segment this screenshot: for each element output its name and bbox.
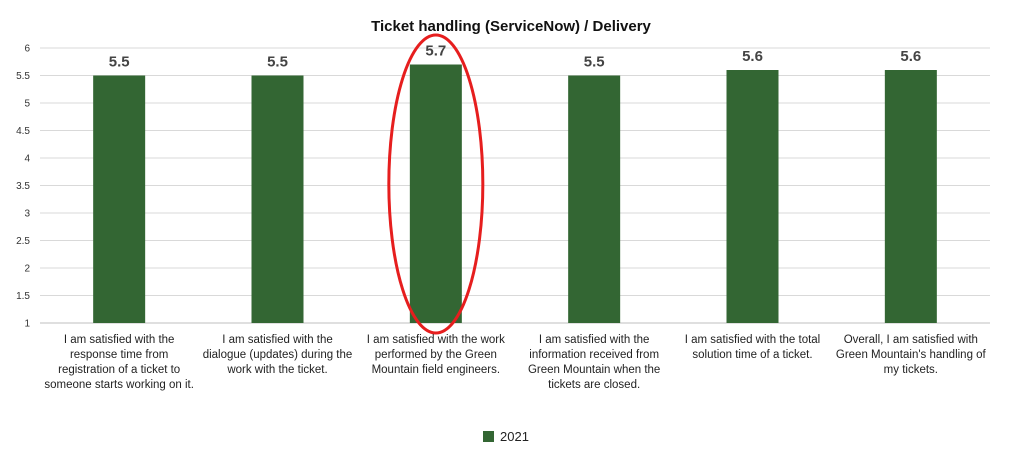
highlight-layer xyxy=(387,33,485,335)
x-category-label: I am satisfied with the dialogue (update… xyxy=(202,334,353,376)
label-layer: 5.5 5.5 5.7 5.5 5.6 5.6 xyxy=(109,43,922,71)
bar xyxy=(409,64,462,323)
bar xyxy=(568,75,621,323)
data-label: 5.6 xyxy=(742,48,763,65)
grid-layer: 1 1.5 2 2.5 3 3.5 4 4.5 5 5.5 6 xyxy=(16,44,990,330)
x-category-label: I am satisfied with the work performed b… xyxy=(366,334,505,376)
y-tick-label: 6 xyxy=(24,44,30,55)
highlight-ellipse xyxy=(387,33,485,335)
y-tick-label: 2.5 xyxy=(16,236,30,247)
y-tick-label: 1.5 xyxy=(16,291,30,302)
legend: 2021 xyxy=(483,427,529,445)
data-label: 5.5 xyxy=(109,54,130,71)
x-category-label: Overall, I am satisfied with Green Mount… xyxy=(835,334,986,376)
bar xyxy=(93,75,146,323)
chart-title: Ticket handling (ServiceNow) / Delivery xyxy=(371,18,651,35)
data-label: 5.6 xyxy=(900,48,921,65)
bar xyxy=(884,70,937,323)
y-tick-label: 5 xyxy=(24,99,30,110)
y-tick-label: 3.5 xyxy=(16,181,30,192)
bar xyxy=(726,70,779,323)
y-tick-label: 4 xyxy=(24,154,30,165)
y-tick-label: 4.5 xyxy=(16,126,30,137)
y-tick-label: 5.5 xyxy=(16,71,30,82)
legend-label: 2021 xyxy=(500,428,529,444)
bar-layer xyxy=(93,64,937,323)
data-label: 5.5 xyxy=(267,54,288,71)
x-category-label: I am satisfied with the total solution t… xyxy=(684,334,821,361)
data-label: 5.7 xyxy=(425,43,446,60)
legend-swatch xyxy=(483,430,494,442)
x-category-label: I am satisfied with the information rece… xyxy=(527,334,661,391)
y-tick-label: 3 xyxy=(24,209,30,220)
y-tick-label: 2 xyxy=(24,264,30,275)
bar xyxy=(251,75,304,323)
x-category-label: I am satisfied with the response time fr… xyxy=(44,334,194,391)
data-label: 5.5 xyxy=(584,54,605,71)
y-tick-label: 1 xyxy=(24,319,30,330)
